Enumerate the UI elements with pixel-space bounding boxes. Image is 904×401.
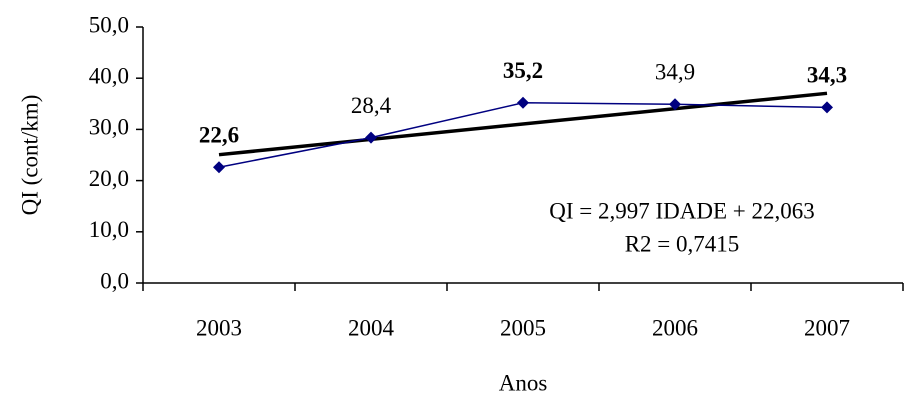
data-label: 35,2	[503, 58, 543, 83]
data-point	[517, 96, 529, 109]
data-label: 34,9	[655, 60, 695, 85]
x-tick-label: 2006	[652, 315, 698, 340]
x-axis-title: Anos	[499, 370, 548, 395]
trend-r2: R2 = 0,7415	[625, 231, 740, 256]
x-tick-label: 2007	[804, 315, 850, 340]
y-tick-label: 20,0	[89, 166, 129, 191]
y-tick-label: 40,0	[89, 63, 129, 88]
data-point	[365, 131, 377, 144]
data-label: 28,4	[351, 93, 392, 118]
y-tick-label: 50,0	[89, 12, 129, 37]
y-axis-title: QI (cont/km)	[17, 95, 42, 216]
trend-equation: QI = 2,997 IDADE + 22,063	[549, 198, 815, 223]
data-point	[669, 98, 681, 111]
x-tick-label: 2005	[500, 315, 546, 340]
data-label: 22,6	[199, 123, 239, 148]
y-tick-label: 30,0	[89, 115, 129, 140]
data-point	[213, 161, 225, 174]
series-line	[218, 102, 828, 169]
x-tick-label: 2004	[348, 315, 395, 340]
y-tick-label: 0,0	[100, 268, 129, 293]
trendline	[218, 91, 828, 157]
y-tick-label: 10,0	[89, 217, 129, 242]
data-label: 34,3	[807, 63, 847, 88]
x-tick-label: 2003	[196, 315, 242, 340]
data-point	[821, 101, 833, 114]
